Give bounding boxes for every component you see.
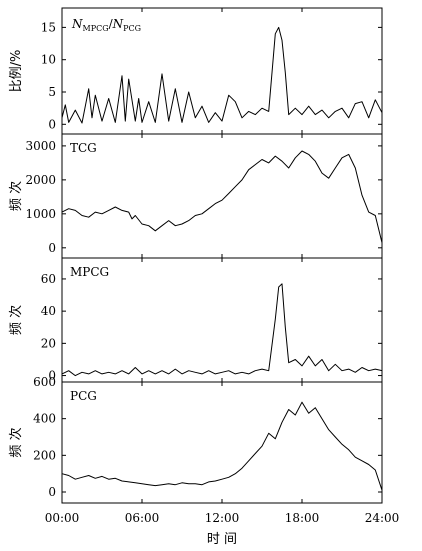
x-tick-label: 18:00: [285, 511, 320, 525]
y-tick-label: 10: [41, 53, 56, 67]
ratio-numerator-sub: MPCG: [83, 24, 109, 33]
x-tick-label: 06:00: [125, 511, 160, 525]
y-tick-label: 40: [41, 304, 56, 318]
y-tick-label: 400: [33, 412, 56, 426]
ratio-numerator: N: [71, 17, 83, 31]
y-tick-label: 0: [48, 117, 56, 131]
y-tick-label: 0: [48, 485, 56, 499]
y-tick-label: 5: [48, 85, 56, 99]
y-axis-label: 比例/%: [9, 50, 24, 93]
x-tick-label: 12:00: [205, 511, 240, 525]
y-axis-label: 频 次: [8, 427, 24, 457]
ratio-annotation: NMPCG/NPCG: [71, 17, 141, 33]
y-tick-label: 1000: [25, 207, 56, 221]
y-axis-label: 频 次: [8, 181, 24, 211]
y-tick-label: 2000: [25, 173, 56, 187]
y-tick-label: 200: [33, 448, 56, 462]
panel-frame: [61, 257, 383, 383]
y-tick-label: 600: [33, 375, 56, 389]
x-axis-label: 时 间: [207, 532, 237, 547]
panel-frame: [61, 381, 383, 504]
series-line: [61, 401, 383, 491]
ratio-slash: /: [109, 17, 114, 31]
panel-2: 0 20 40 60 频 次 MPCG: [8, 257, 383, 383]
panel-label: TCG: [70, 141, 97, 155]
series-line: [61, 150, 383, 243]
series-line: [61, 26, 383, 124]
y-tick-label: 0: [48, 369, 56, 383]
y-tick-label: 15: [41, 20, 56, 34]
panel-label: PCG: [70, 389, 97, 403]
y-tick-label: 3000: [25, 139, 56, 153]
series-line: [61, 283, 383, 377]
panel-3: 0 200 400 600 频 次 PCG: [8, 375, 383, 504]
ratio-denominator-sub: PCG: [123, 24, 141, 33]
y-tick-label: 60: [41, 272, 56, 286]
panel-1: 0 1000 2000 3000 频 次 TCG: [8, 133, 383, 259]
y-tick-label: 20: [41, 336, 56, 350]
y-tick-label: 0: [48, 241, 56, 255]
ratio-denominator: N: [112, 17, 124, 31]
panel-frame: [61, 133, 383, 259]
x-tick-label: 24:00: [365, 511, 400, 525]
panel-label: MPCG: [70, 265, 109, 279]
x-tick-label: 00:00: [45, 511, 80, 525]
y-axis-label: 频 次: [8, 305, 24, 335]
